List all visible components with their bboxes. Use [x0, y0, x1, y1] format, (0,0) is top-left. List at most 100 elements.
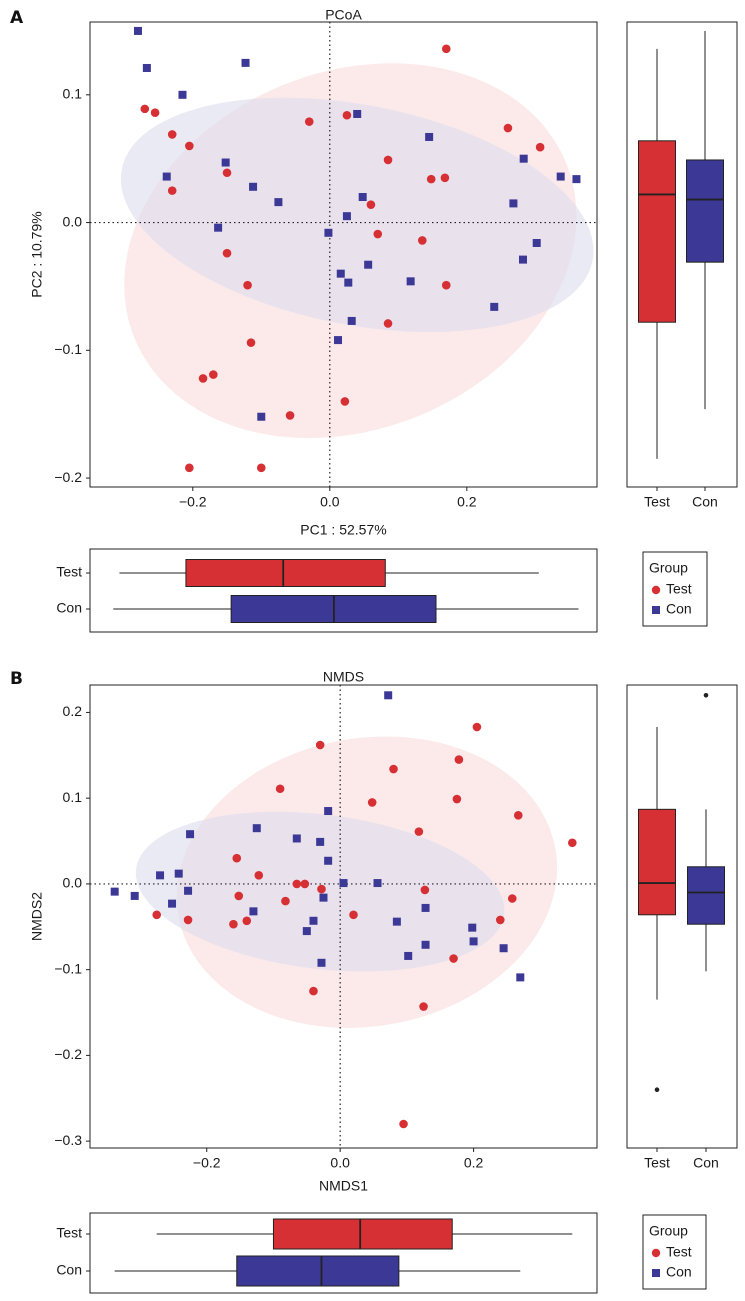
- point-con: [353, 109, 362, 118]
- box-iqr: [185, 559, 386, 587]
- point-test: [254, 871, 264, 880]
- point-con: [519, 154, 528, 163]
- point-test: [373, 229, 383, 239]
- box-category-label: Con: [56, 1262, 82, 1278]
- chart-panel-A: A PCoA −0.2 0.0 0.2 −0.2 −0.1 0.0 0.1 PC1 : 52.57…: [10, 7, 738, 633]
- data-points: [133, 26, 581, 473]
- legend: Group Test Con: [642, 551, 708, 627]
- point-test: [229, 919, 238, 929]
- legend-marker-test: [651, 1248, 661, 1258]
- ellipse-con: [120, 97, 594, 333]
- box-category-label: Con: [56, 600, 82, 616]
- y-tick-label: 0.1: [63, 789, 83, 805]
- legend: Group Test Con: [642, 1214, 707, 1290]
- point-test: [309, 986, 318, 996]
- x-tick-label: 0.2: [457, 494, 477, 510]
- point-con: [373, 879, 382, 888]
- point-test: [185, 463, 194, 473]
- point-con: [384, 691, 393, 700]
- point-test: [449, 954, 458, 963]
- point-con: [324, 228, 333, 237]
- point-con: [133, 26, 142, 35]
- box-category-label: Con: [692, 494, 718, 510]
- point-con: [516, 973, 525, 982]
- point-con: [257, 412, 266, 421]
- panel-label: B: [10, 669, 23, 689]
- box-outlier: [654, 1087, 660, 1092]
- box-iqr: [638, 808, 676, 916]
- panel-label: A: [10, 8, 24, 28]
- point-test: [140, 104, 150, 114]
- point-con: [156, 871, 165, 880]
- point-test: [419, 1002, 428, 1011]
- point-con: [392, 917, 401, 926]
- point-test: [315, 740, 325, 750]
- y-tick-label: −0.2: [54, 469, 82, 485]
- point-con: [334, 336, 343, 345]
- point-con: [344, 278, 353, 287]
- point-test: [367, 798, 377, 807]
- legend-label: Test: [666, 581, 692, 597]
- y-axis-label: PC2 : 10.79%: [29, 211, 45, 297]
- point-con: [309, 916, 318, 925]
- legend-marker-con: [652, 1269, 660, 1277]
- point-test: [185, 141, 194, 151]
- point-con: [274, 198, 283, 207]
- point-con: [174, 869, 183, 878]
- point-test: [420, 885, 430, 895]
- point-test: [383, 319, 393, 328]
- point-con: [324, 807, 333, 816]
- point-test: [242, 916, 252, 926]
- point-con: [519, 255, 528, 264]
- point-con: [339, 879, 348, 888]
- point-con: [186, 830, 195, 839]
- point-test: [285, 411, 295, 420]
- point-con: [532, 239, 541, 248]
- point-con: [317, 958, 326, 967]
- legend-marker-test: [651, 585, 661, 595]
- point-test: [495, 915, 505, 925]
- box-category-label: Test: [56, 1225, 82, 1241]
- point-con: [319, 893, 328, 902]
- point-con: [572, 175, 581, 184]
- point-test: [232, 853, 242, 863]
- point-con: [249, 182, 258, 191]
- point-con: [404, 951, 413, 960]
- box-iqr: [638, 140, 676, 323]
- box-category-label: Con: [693, 1155, 719, 1171]
- legend-label: Con: [666, 1264, 692, 1280]
- x-tick-label: 0.0: [330, 1155, 350, 1171]
- point-test: [152, 910, 162, 920]
- bottom-box-con: Con: [56, 1255, 521, 1287]
- point-test: [234, 891, 244, 901]
- point-con: [425, 132, 434, 141]
- box-category-label: Test: [644, 1155, 670, 1171]
- confidence-ellipses: [120, 63, 594, 439]
- box-iqr: [236, 1255, 400, 1287]
- point-test: [568, 838, 577, 848]
- point-test: [426, 174, 436, 184]
- right-box-con: Con: [687, 692, 725, 1171]
- point-test: [366, 200, 376, 209]
- point-con: [178, 90, 187, 99]
- point-con: [358, 193, 367, 202]
- point-con: [468, 923, 477, 932]
- box-category-label: Test: [56, 564, 82, 580]
- point-test: [275, 784, 285, 794]
- x-tick-label: −0.2: [179, 494, 207, 510]
- y-tick-label: −0.1: [54, 960, 82, 976]
- point-con: [221, 158, 230, 167]
- point-con: [364, 260, 373, 269]
- point-con: [130, 891, 139, 900]
- y-tick-label: 0.1: [63, 86, 83, 102]
- point-con: [469, 937, 478, 946]
- x-tick-label: −0.2: [193, 1155, 221, 1171]
- point-test: [399, 1119, 408, 1129]
- point-test: [441, 44, 451, 54]
- point-test: [349, 910, 358, 920]
- data-points: [110, 691, 577, 1129]
- point-test: [256, 463, 266, 473]
- point-con: [499, 944, 508, 953]
- x-axis-label: PC1 : 52.57%: [300, 522, 386, 538]
